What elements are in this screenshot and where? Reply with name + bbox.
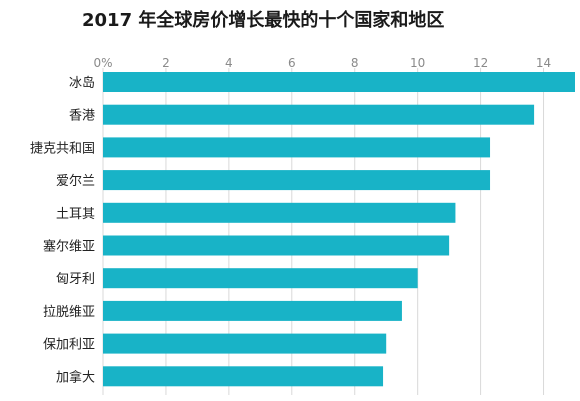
x-tick-label: 6 <box>288 56 296 70</box>
x-tick-label: 4 <box>225 56 233 70</box>
bar <box>103 104 535 125</box>
x-tick-label: 2 <box>162 56 170 70</box>
bar <box>103 202 456 223</box>
category-label: 塞尔维亚 <box>43 239 95 255</box>
category-label: 匈牙利 <box>56 272 95 287</box>
bar <box>103 235 450 256</box>
category-label: 拉脱维亚 <box>43 305 95 320</box>
bar <box>103 170 491 191</box>
x-tick-label: 12 <box>473 56 488 70</box>
category-label: 加拿大 <box>56 369 95 385</box>
bar <box>103 300 402 321</box>
bar <box>103 72 575 92</box>
x-tick-label: 0% <box>93 56 112 70</box>
category-label: 冰岛 <box>69 75 95 91</box>
category-label: 捷克共和国 <box>30 141 95 156</box>
bar <box>103 333 387 354</box>
x-tick-label: 14 <box>536 56 551 70</box>
category-label: 保加利亚 <box>43 338 95 353</box>
bar <box>103 137 491 158</box>
bar <box>103 366 384 387</box>
chart-title: 2017 年全球房价增长最快的十个国家和地区 <box>82 10 445 31</box>
category-label: 香港 <box>69 109 95 124</box>
category-label: 土耳其 <box>56 207 95 222</box>
x-tick-label: 10 <box>410 56 425 70</box>
x-tick-label: 8 <box>351 56 359 70</box>
bar <box>103 268 418 289</box>
category-label: 爱尔兰 <box>56 174 95 189</box>
